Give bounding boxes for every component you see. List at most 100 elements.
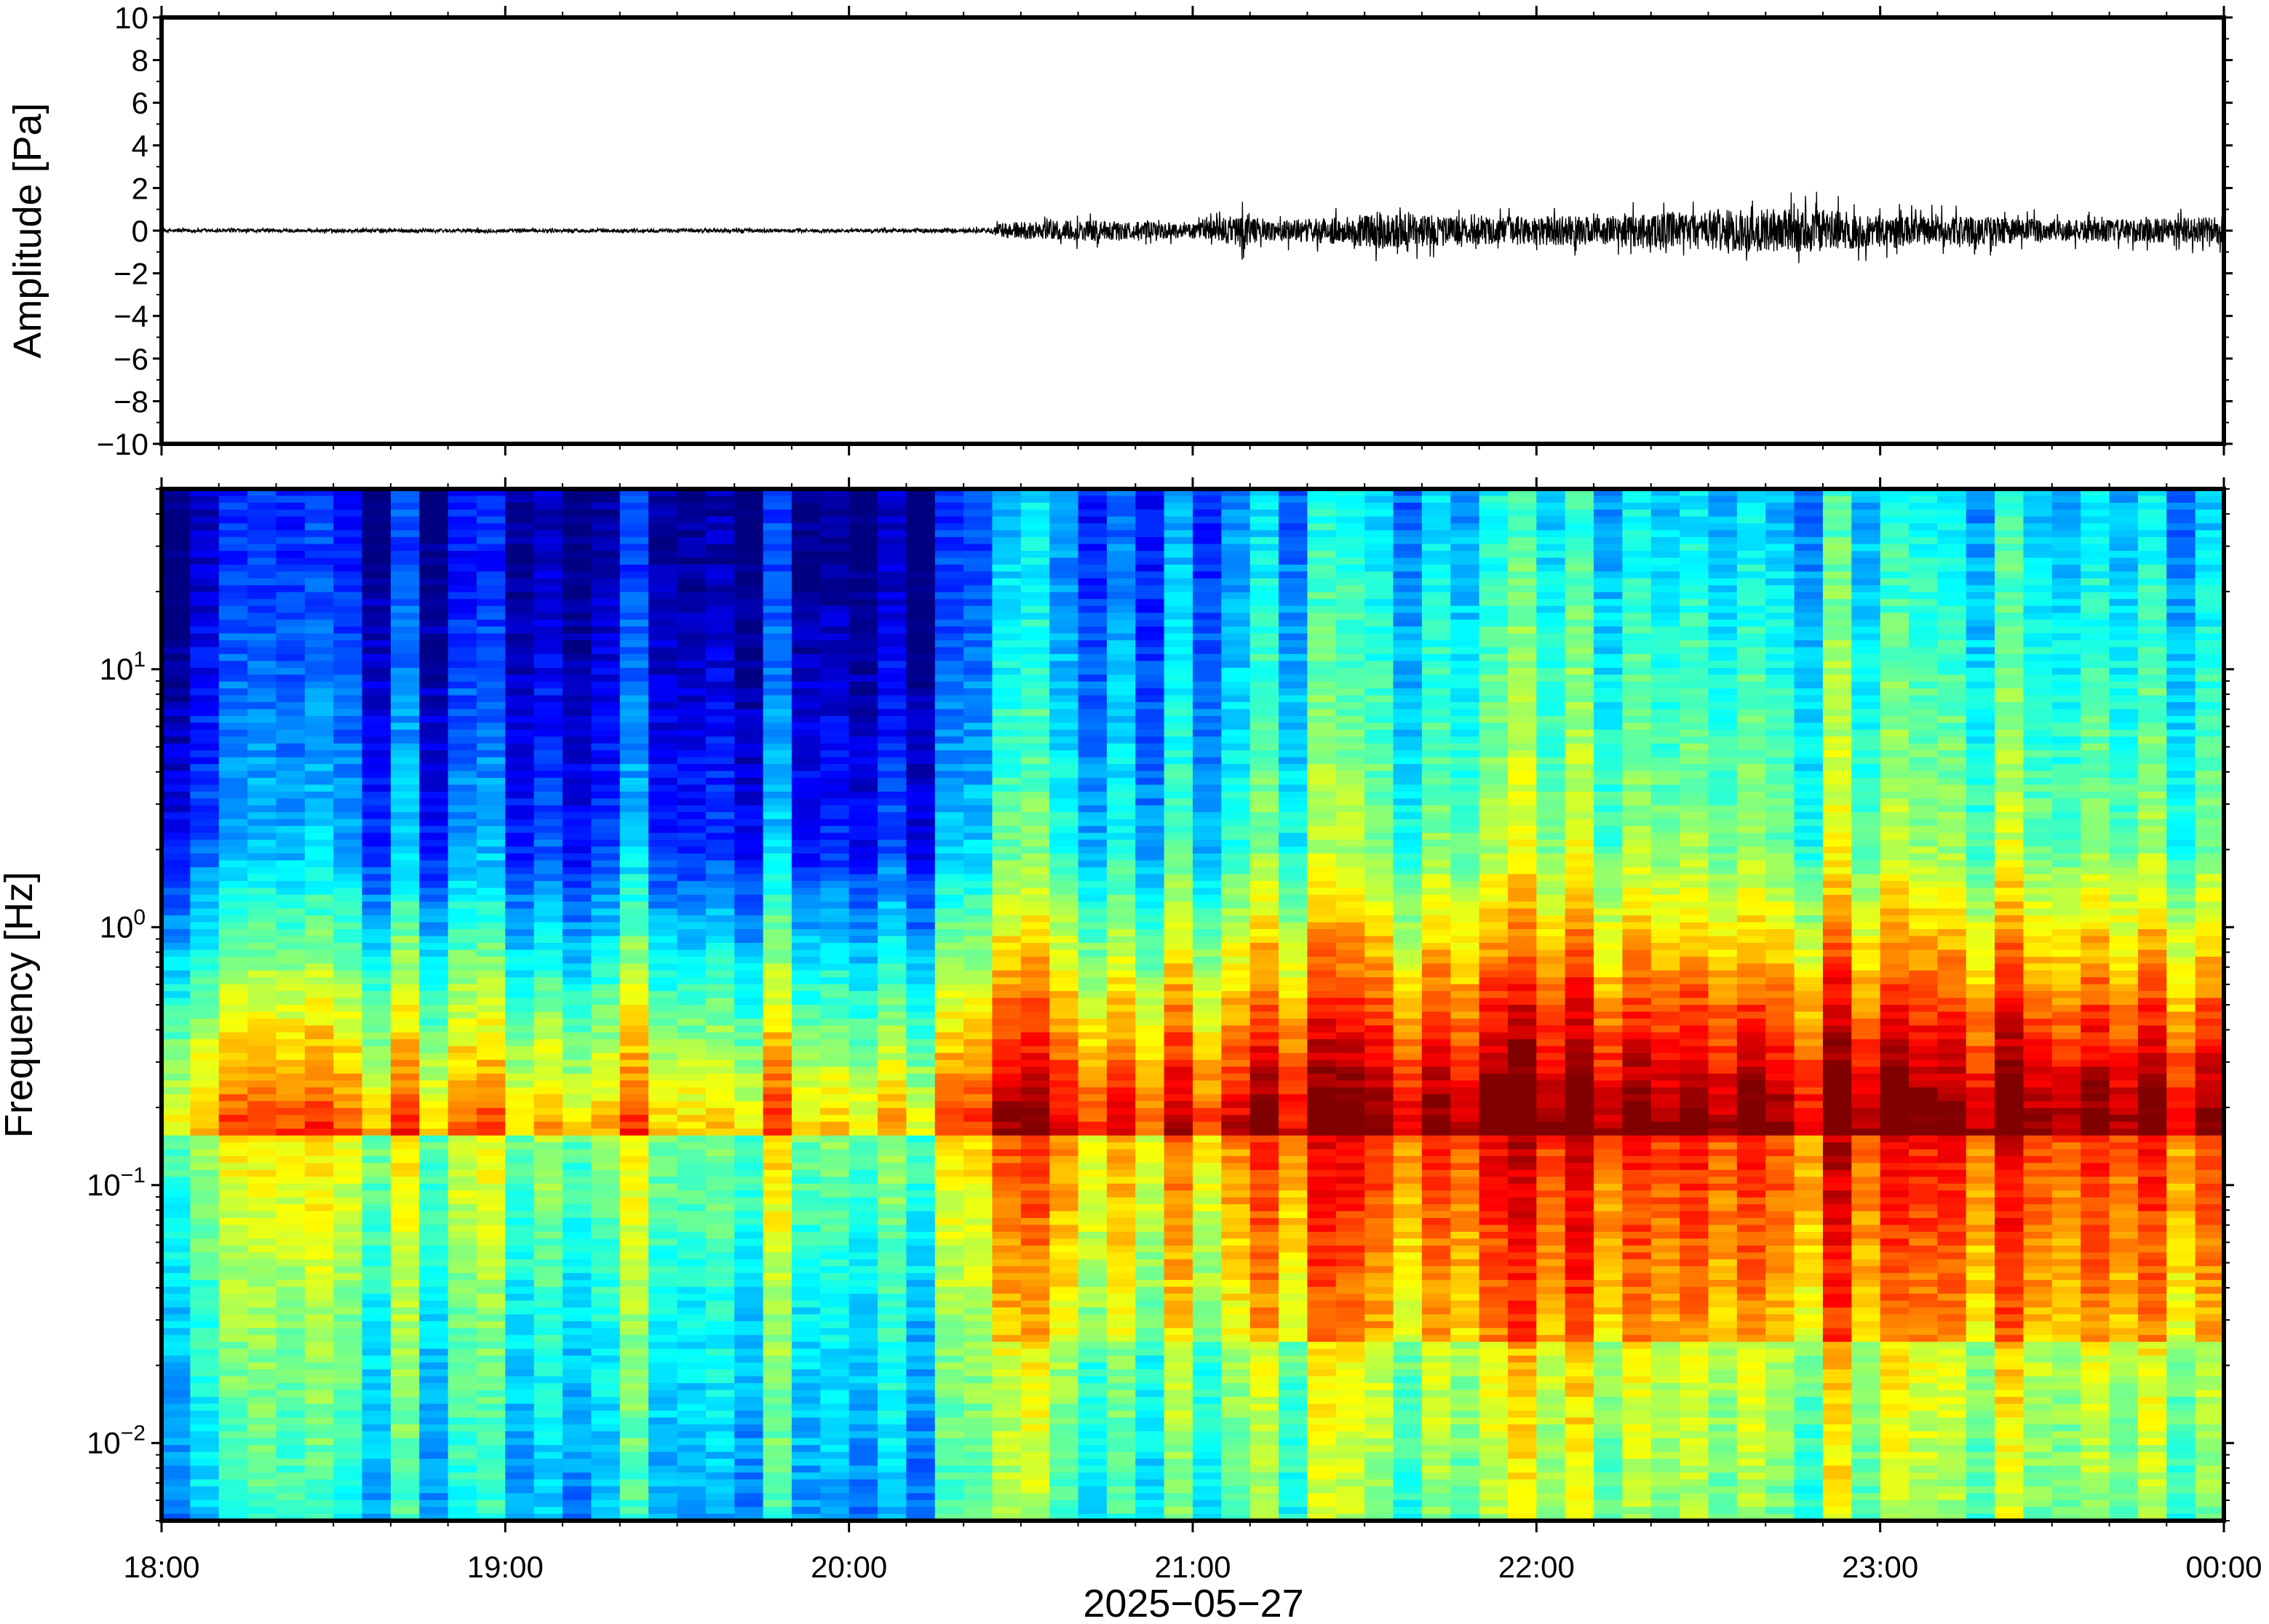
spectrogram-cell bbox=[476, 1204, 506, 1212]
spectrogram-cell bbox=[304, 709, 334, 717]
spectrogram-cell bbox=[878, 1390, 907, 1398]
spectrogram-cell bbox=[1020, 929, 1050, 937]
spectrogram-cell bbox=[276, 502, 306, 510]
spectrogram-cell bbox=[533, 592, 563, 600]
spectrogram-cell bbox=[505, 1424, 535, 1432]
spectrogram-cell bbox=[419, 743, 449, 751]
spectrogram-cell bbox=[448, 784, 477, 792]
spectrogram-cell bbox=[390, 1452, 420, 1460]
spectrogram-cell bbox=[763, 1211, 792, 1219]
spectrogram-cell bbox=[906, 1376, 936, 1384]
spectrogram-cell bbox=[333, 1211, 363, 1219]
spectrogram-cell bbox=[448, 571, 477, 579]
spectrogram-cell bbox=[533, 1396, 563, 1404]
spectrogram-cell bbox=[734, 805, 764, 813]
spectrogram-cell bbox=[563, 571, 592, 579]
spectrogram-cell bbox=[1049, 605, 1079, 613]
spectrogram-cell bbox=[505, 1507, 535, 1515]
spectrogram-cell bbox=[505, 723, 535, 731]
spectrogram-cell bbox=[878, 736, 907, 744]
spectrogram-cell bbox=[1020, 502, 1050, 510]
spectrogram-cell bbox=[563, 936, 592, 944]
spectrogram-cell bbox=[247, 798, 277, 806]
spectrogram-cell bbox=[162, 1300, 191, 1308]
spectrogram-cell bbox=[1049, 723, 1079, 731]
spectrogram-cell bbox=[533, 750, 563, 758]
spectrogram-cell bbox=[218, 991, 248, 999]
spectrogram-cell bbox=[362, 619, 392, 627]
spectrogram-cell bbox=[162, 1356, 191, 1364]
spectrogram-cell bbox=[476, 715, 506, 724]
spectrogram-cell bbox=[333, 1032, 363, 1040]
spectrogram-cell bbox=[218, 495, 248, 503]
spectrogram-cell bbox=[419, 942, 449, 950]
spectrogram-cell bbox=[1049, 991, 1079, 999]
spectrogram-cell bbox=[162, 1445, 191, 1453]
spectrogram-cell bbox=[563, 901, 592, 909]
spectrogram-cell bbox=[906, 585, 936, 593]
spectrogram-cell bbox=[190, 915, 220, 923]
spectrogram-cell bbox=[934, 1094, 964, 1102]
spectrogram-cell bbox=[591, 812, 621, 820]
spectrogram-cell bbox=[791, 1204, 821, 1212]
spectrogram-cell bbox=[820, 537, 850, 545]
spectrogram-cell bbox=[1020, 1169, 1050, 1177]
spectrogram-cell bbox=[820, 1225, 850, 1233]
spectrogram-cell bbox=[190, 695, 220, 703]
spectrogram-cell bbox=[591, 1513, 621, 1521]
spectrogram-cell bbox=[333, 956, 363, 964]
spectrogram-cell bbox=[963, 743, 993, 751]
spectrogram-cell bbox=[791, 1135, 821, 1143]
spectrogram-cell bbox=[763, 1396, 792, 1404]
spectrogram-cell bbox=[1020, 653, 1050, 661]
spectrogram-cell bbox=[791, 1452, 821, 1460]
spectrogram-cell bbox=[820, 551, 850, 559]
spectrogram-cell bbox=[648, 778, 678, 786]
spectrogram-cell bbox=[533, 1479, 563, 1487]
spectrogram-cell bbox=[619, 977, 649, 985]
spectrogram-cell bbox=[934, 1513, 964, 1521]
spectrogram-cell bbox=[619, 688, 649, 696]
spectrogram-cell bbox=[791, 1334, 821, 1342]
spectrogram-cell bbox=[677, 599, 707, 607]
spectrogram-cell bbox=[906, 1142, 936, 1150]
spectrogram-cell bbox=[878, 743, 907, 751]
spectrogram-cell bbox=[505, 1362, 535, 1370]
spectrogram-cell bbox=[992, 1067, 1022, 1075]
spectrogram-cell bbox=[476, 1328, 506, 1336]
spectrogram-cell bbox=[162, 977, 191, 985]
spectrogram-cell bbox=[533, 1080, 563, 1088]
spectrogram-cell bbox=[849, 867, 878, 875]
spectrogram-cell bbox=[419, 1390, 449, 1398]
spectrogram-cell bbox=[563, 991, 592, 999]
spectrogram-cell bbox=[963, 1169, 993, 1177]
spectrogram-cell bbox=[906, 1500, 936, 1508]
spectrogram-cell bbox=[1049, 537, 1079, 545]
spectrogram-cell bbox=[734, 853, 764, 861]
spectrogram-cell bbox=[448, 991, 477, 999]
spectrogram-cell bbox=[906, 998, 936, 1006]
spectrogram-cell bbox=[563, 509, 592, 517]
spectrogram-cell bbox=[162, 647, 191, 655]
spectrogram-cell bbox=[1049, 688, 1079, 696]
spectrogram-cell bbox=[276, 791, 306, 799]
spectrogram-cell bbox=[505, 1135, 535, 1143]
spectrogram-cell bbox=[333, 1011, 363, 1019]
spectrogram-cell bbox=[162, 544, 191, 552]
spectrogram-cell bbox=[906, 681, 936, 689]
spectrogram-cell bbox=[362, 1121, 392, 1129]
spectrogram-cell bbox=[533, 1321, 563, 1329]
spectrogram-cell bbox=[591, 653, 621, 661]
spectrogram-cell bbox=[934, 495, 964, 503]
spectrogram-cell bbox=[390, 894, 420, 902]
spectrogram-cell bbox=[1020, 1059, 1050, 1067]
spectrogram-cell bbox=[247, 991, 277, 999]
spectrogram-cell bbox=[1049, 819, 1079, 827]
spectrogram-cell bbox=[448, 778, 477, 786]
spectrogram-cell bbox=[763, 1404, 792, 1412]
spectrogram-cell bbox=[619, 826, 649, 834]
spectrogram-cell bbox=[362, 1197, 392, 1205]
amplitude-y-tick-label: −8 bbox=[114, 384, 148, 418]
spectrogram-cell bbox=[934, 1053, 964, 1061]
spectrogram-cell bbox=[190, 723, 220, 731]
